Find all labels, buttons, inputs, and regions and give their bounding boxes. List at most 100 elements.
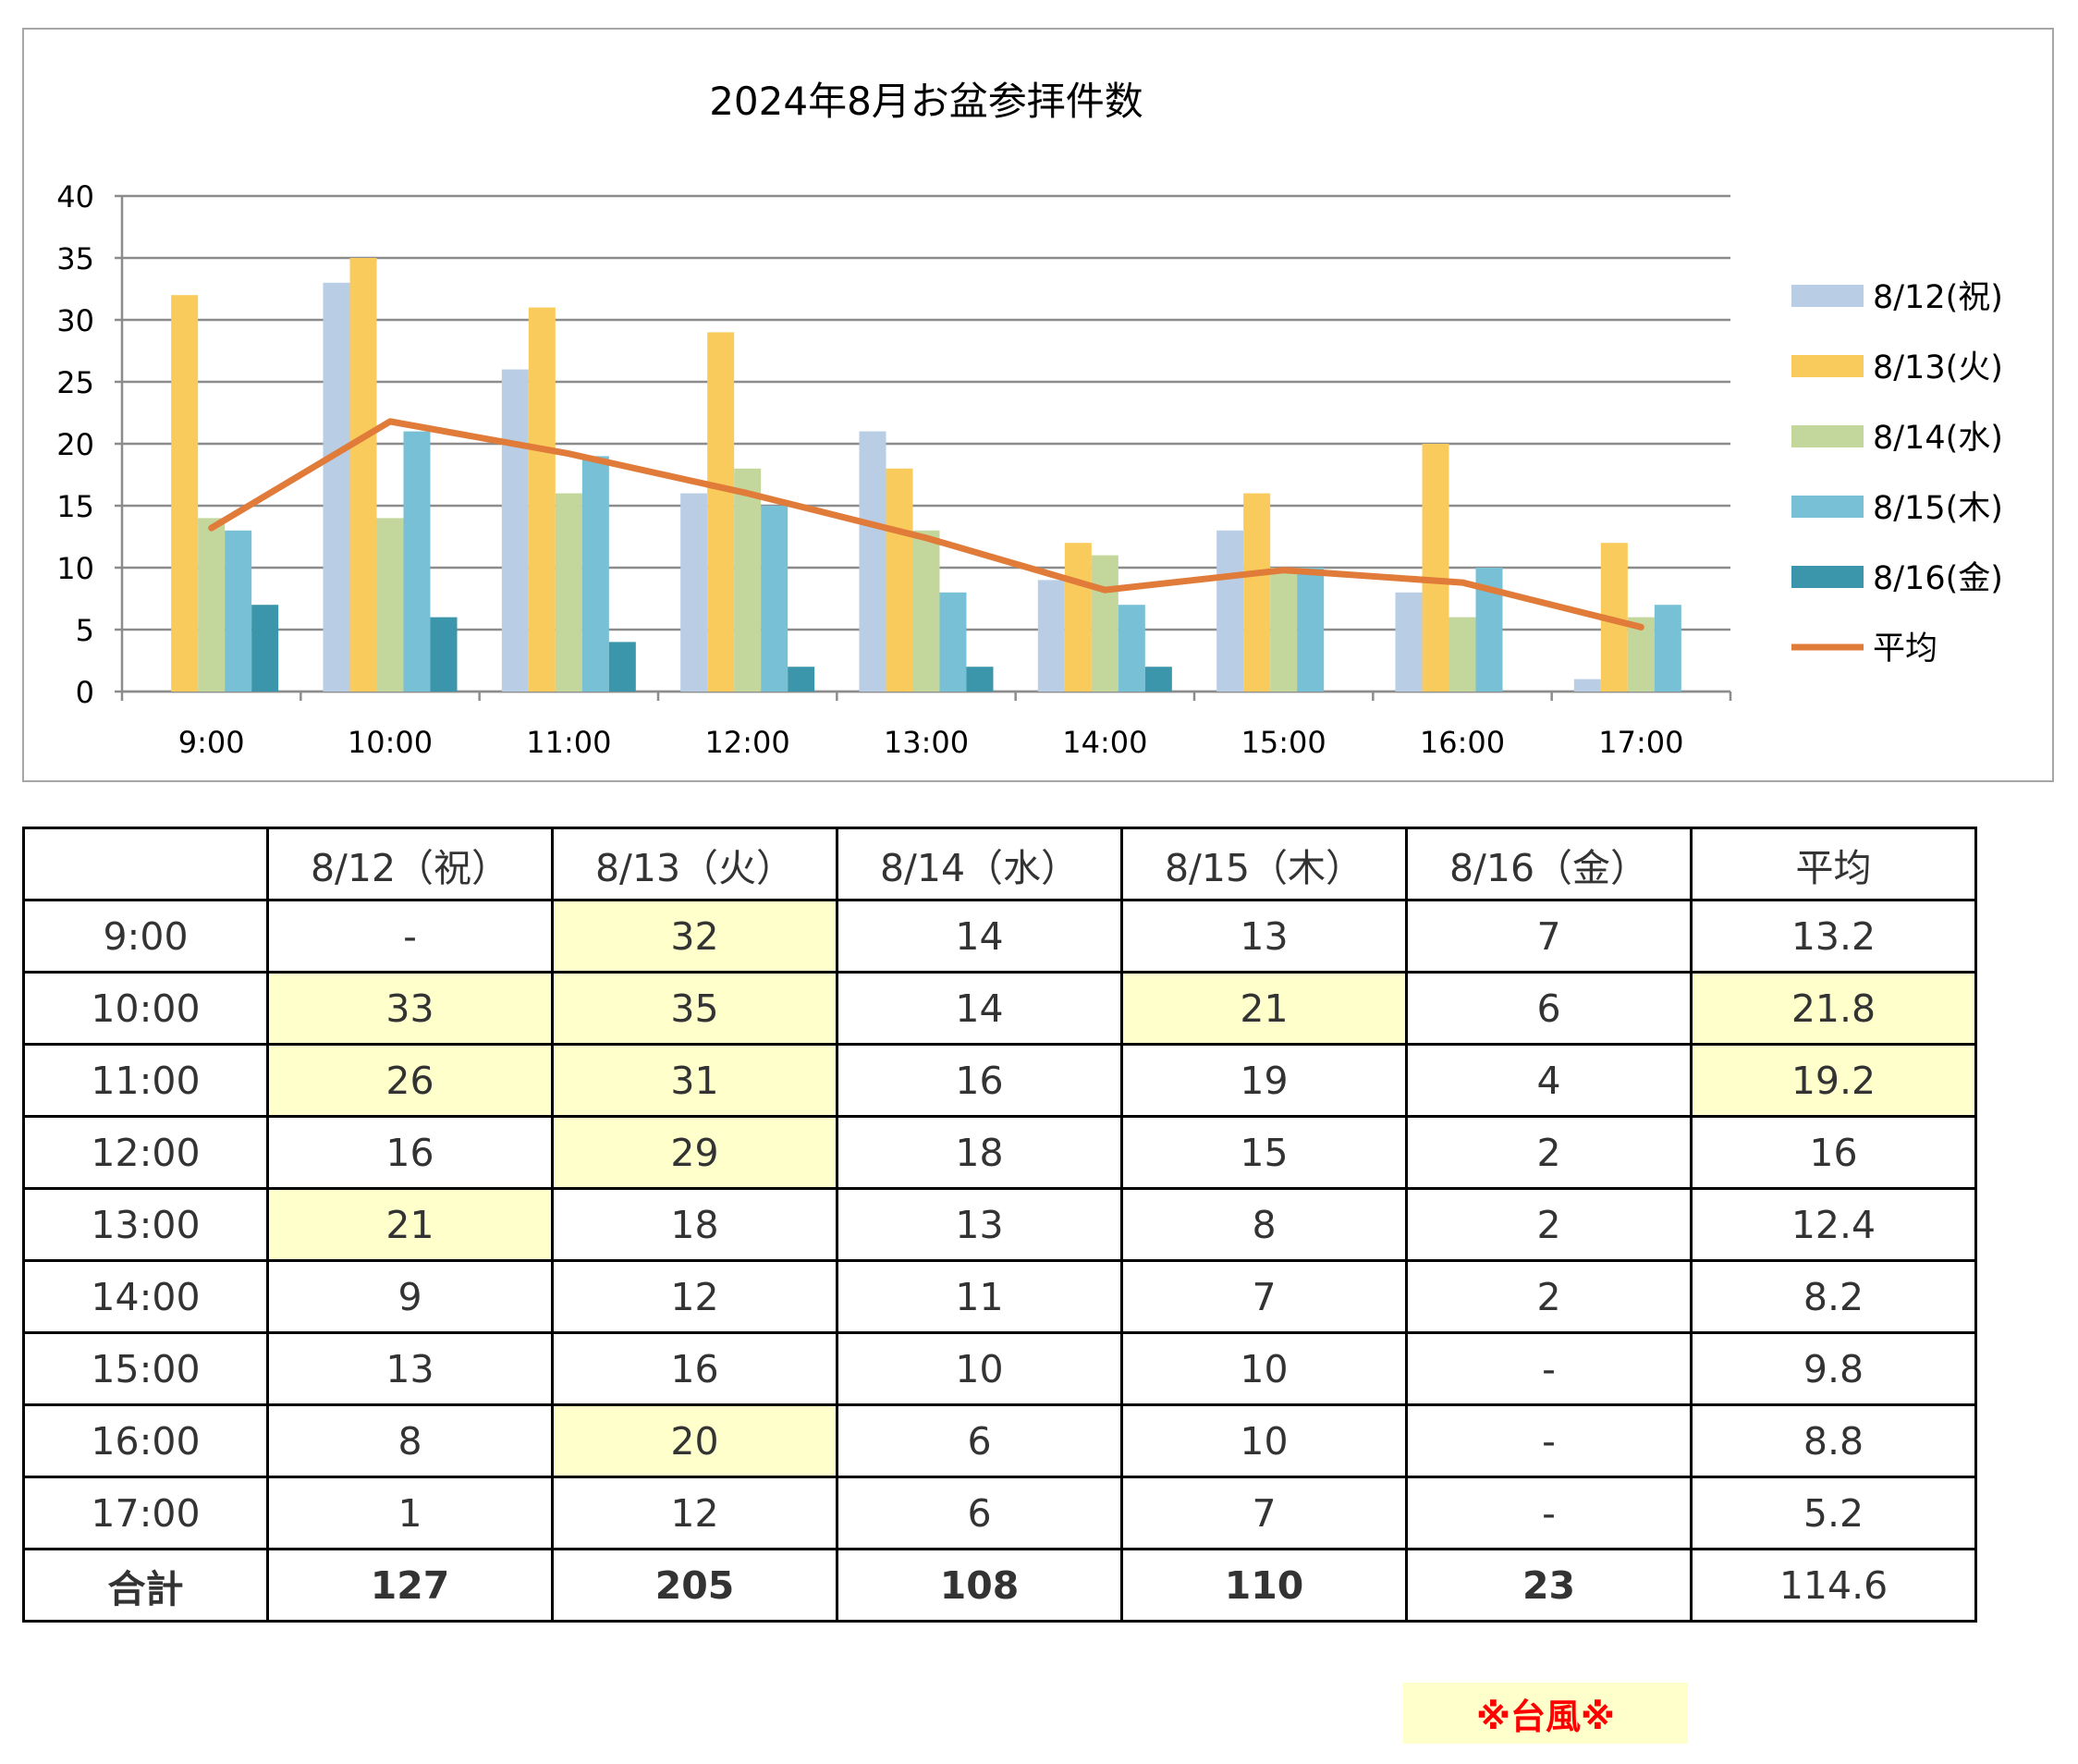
value-cell: 10 [1120, 1331, 1408, 1406]
bar [1654, 605, 1681, 692]
value-cell: 8.8 [1690, 1403, 1977, 1478]
value-cell: 35 [551, 971, 838, 1046]
chart-title: 2024年8月お盆参拝件数 [709, 79, 1143, 124]
value-cell: 20 [551, 1403, 838, 1478]
header-cell: 8/15（木） [1120, 827, 1408, 901]
total-cell: 110 [1120, 1548, 1408, 1623]
y-tick-label: 5 [76, 613, 94, 648]
time-cell: 16:00 [22, 1403, 269, 1478]
bar [171, 295, 199, 692]
total-cell: 23 [1405, 1548, 1693, 1623]
table-row: 15:00 13 16 10 10-9.8 [22, 1331, 1977, 1406]
bar [707, 332, 735, 692]
bar [1243, 493, 1271, 692]
bar [501, 369, 529, 692]
header-cell: 平均 [1690, 827, 1977, 901]
bar [225, 530, 252, 692]
value-cell: - [1405, 1331, 1693, 1406]
x-tick-label: 16:00 [1420, 725, 1505, 760]
bar [1448, 617, 1476, 692]
value-cell: 16 [1690, 1115, 1977, 1190]
value-cell: 7 [1405, 899, 1693, 974]
value-cell: 13.2 [1690, 899, 1977, 974]
time-cell: 10:00 [22, 971, 269, 1046]
average-line [208, 418, 1644, 631]
value-cell: 16 [836, 1043, 1123, 1118]
value-cell: 13 [836, 1187, 1123, 1262]
header-cell [22, 827, 269, 901]
bar [859, 431, 886, 692]
value-cell: 2 [1405, 1187, 1693, 1262]
total-cell: 108 [836, 1548, 1123, 1623]
table-row: 12:00 16 29 18 15 2 16 [22, 1115, 1977, 1190]
bar [966, 667, 994, 692]
value-cell: 18 [551, 1187, 838, 1262]
table-row: 13:00 21 18 13 8 2 12.4 [22, 1187, 1977, 1262]
value-cell: - [1405, 1403, 1693, 1478]
typhoon-note: ※台風※ [1403, 1683, 1688, 1744]
value-cell: 11 [836, 1259, 1123, 1334]
bar [581, 456, 609, 692]
value-cell: 21.8 [1690, 971, 1977, 1046]
value-cell: 2 [1405, 1259, 1693, 1334]
total-cell: 205 [551, 1548, 838, 1623]
time-cell: 17:00 [22, 1476, 269, 1550]
header-cell: 8/12（祝） [266, 827, 554, 901]
bar [403, 431, 431, 692]
value-cell: 8 [1120, 1187, 1408, 1262]
time-cell: 15:00 [22, 1331, 269, 1406]
value-cell: 5.2 [1690, 1476, 1977, 1550]
table-row: 14:00 9 12 11 7 2 8.2 [22, 1259, 1977, 1334]
data-table: 8/12（祝） 8/13（火） 8/14（水） 8/15（木） 8/16（金） 平均 9:0… [22, 827, 1977, 1623]
bar [1573, 679, 1601, 692]
header-cell: 8/14（水） [836, 827, 1123, 901]
bar [788, 667, 815, 692]
x-tick-label: 15:00 [1241, 725, 1326, 760]
value-cell: 6 [1405, 971, 1693, 1046]
bar [1118, 605, 1145, 692]
time-cell: 9:00 [22, 899, 269, 974]
value-cell: - [1405, 1476, 1693, 1550]
time-cell: 11:00 [22, 1043, 269, 1118]
value-cell: 19 [1120, 1043, 1408, 1118]
y-tick-label: 30 [56, 303, 94, 338]
table-header-row: 8/12（祝） 8/13（火） 8/14（水） 8/15（木） 8/16（金） 平均 [22, 827, 1977, 901]
bar [1037, 580, 1065, 692]
legend-swatch [1791, 425, 1864, 447]
y-tick-label: 0 [76, 675, 94, 710]
bar [323, 282, 350, 692]
total-cell: 114.6 [1690, 1548, 1977, 1623]
value-cell: 33 [266, 971, 554, 1046]
table-row: 16:00 8 20 6 10-8.8 [22, 1403, 1977, 1478]
table-row: 9:00-32 14 13 7 13.2 [22, 899, 1977, 974]
table-row: 17:00 1 12 6 7-5.2 [22, 1476, 1977, 1550]
value-cell: 19.2 [1690, 1043, 1977, 1118]
legend-label: 8/14(水) [1873, 420, 2003, 457]
x-tick-label: 12:00 [705, 725, 790, 760]
y-tick-label: 25 [56, 365, 94, 400]
bar [555, 493, 582, 692]
value-cell: 6 [836, 1476, 1123, 1550]
y-tick-label: 15 [56, 489, 94, 524]
value-cell: 8.2 [1690, 1259, 1977, 1334]
value-cell: 7 [1120, 1259, 1408, 1334]
bar [251, 605, 279, 692]
y-tick-label: 20 [56, 427, 94, 462]
x-tick-label: 13:00 [884, 725, 969, 760]
value-cell: 12.4 [1690, 1187, 1977, 1262]
bar [734, 468, 762, 692]
bar [349, 258, 377, 692]
value-cell: 9 [266, 1259, 554, 1334]
legend-label: 8/13(火) [1873, 349, 2003, 386]
value-cell: 18 [836, 1115, 1123, 1190]
value-cell: 13 [1120, 899, 1408, 974]
value-cell: 10 [1120, 1403, 1408, 1478]
value-cell: 29 [551, 1115, 838, 1190]
table-row: 11:00 26 31 16 19 4 19.2 [22, 1043, 1977, 1118]
value-cell: 7 [1120, 1476, 1408, 1550]
x-tick-label: 14:00 [1062, 725, 1147, 760]
legend-swatch [1791, 566, 1864, 588]
y-tick-label: 40 [56, 179, 94, 214]
time-cell: 13:00 [22, 1187, 269, 1262]
value-cell: 6 [836, 1403, 1123, 1478]
